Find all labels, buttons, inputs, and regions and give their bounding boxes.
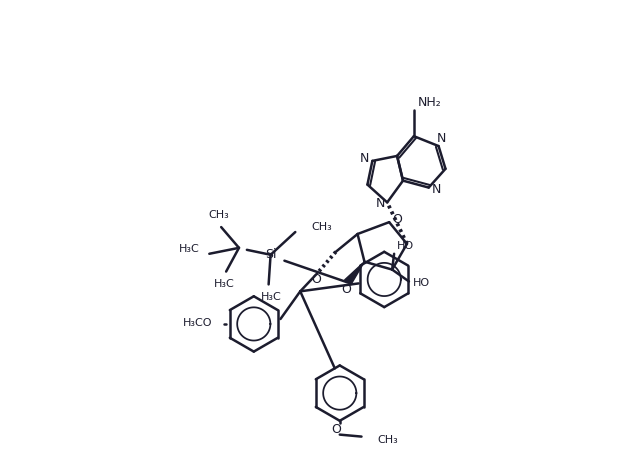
Text: HO: HO — [413, 278, 430, 289]
Text: N: N — [376, 197, 385, 210]
Text: Si: Si — [265, 248, 276, 261]
Text: N: N — [432, 183, 442, 196]
Text: H₃C: H₃C — [214, 279, 234, 290]
Text: H₃C: H₃C — [179, 244, 200, 254]
Text: CH₃: CH₃ — [311, 222, 332, 232]
Text: O: O — [311, 273, 321, 286]
Text: O: O — [331, 423, 340, 436]
Text: N: N — [437, 132, 446, 145]
Text: H₃CO: H₃CO — [182, 318, 212, 328]
Text: CH₃: CH₃ — [378, 435, 398, 445]
Text: O: O — [392, 213, 402, 226]
Text: N: N — [360, 152, 369, 165]
Text: O: O — [340, 283, 351, 296]
Text: H₃C: H₃C — [261, 292, 282, 302]
Text: HO: HO — [396, 241, 413, 251]
Text: NH₂: NH₂ — [418, 96, 442, 109]
Text: CH₃: CH₃ — [209, 210, 230, 220]
Polygon shape — [344, 262, 364, 285]
